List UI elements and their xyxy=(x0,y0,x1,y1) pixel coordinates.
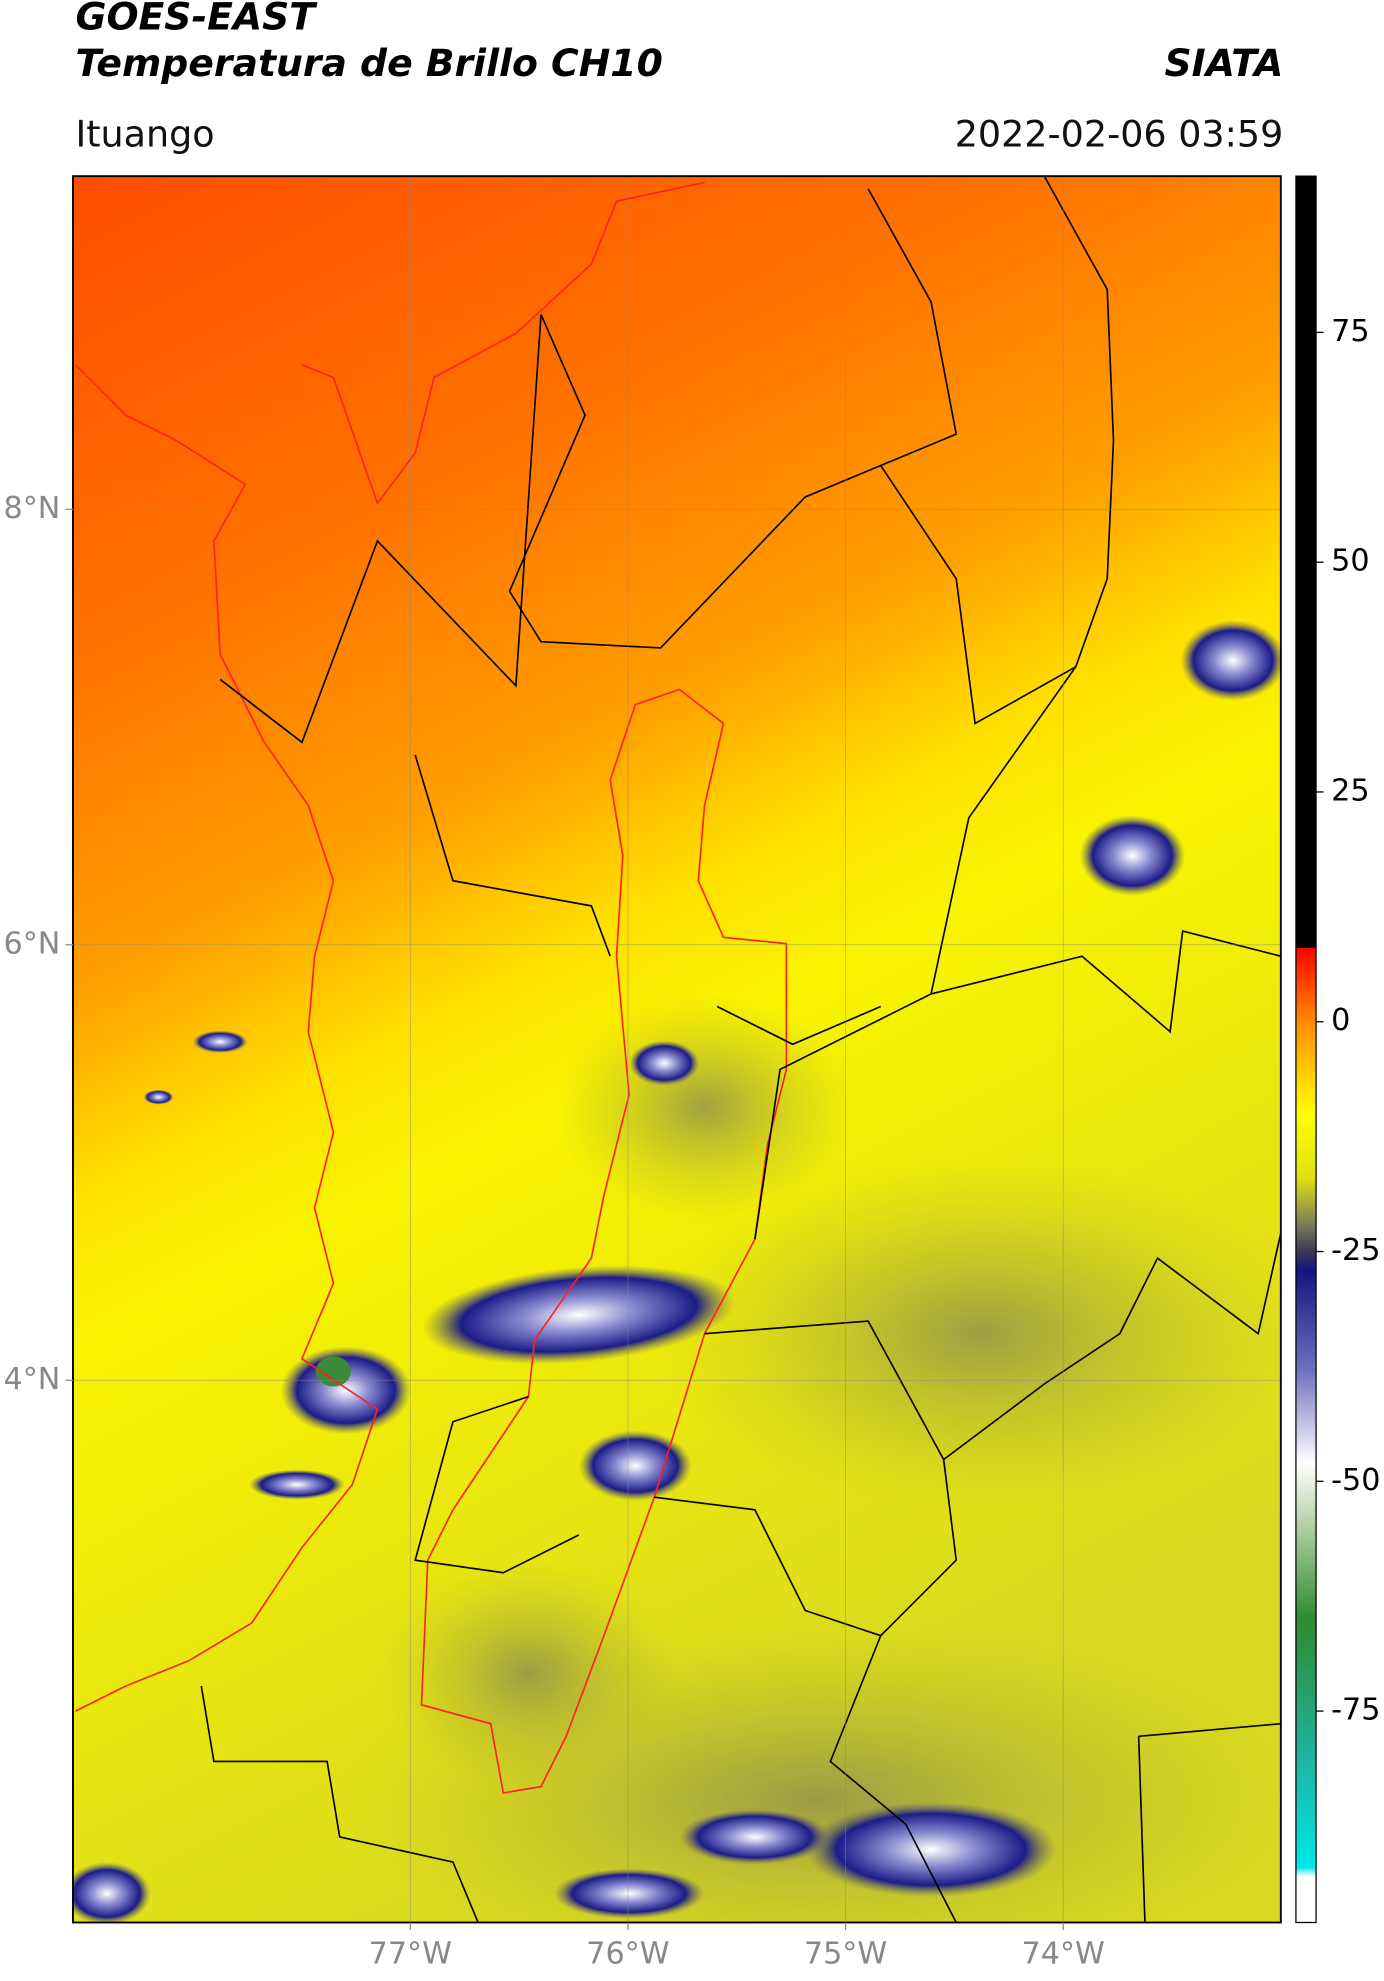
x-tick-label: 75°W xyxy=(804,1937,887,1972)
y-tick-label: 8°N xyxy=(4,491,61,526)
datetime: 2022-02-06 03:59 xyxy=(955,112,1284,155)
map-field xyxy=(72,176,1281,1923)
location: Ituango xyxy=(75,112,214,155)
colorbar-tick-label: -75 xyxy=(1331,1693,1380,1728)
grid xyxy=(72,176,1281,1923)
colorbar-tick-label: 25 xyxy=(1331,773,1369,808)
x-tick-label: 76°W xyxy=(586,1937,669,1972)
colorbar-tick-label: 75 xyxy=(1331,314,1369,349)
y-tick-label: 6°N xyxy=(4,926,61,961)
x-tick-label: 77°W xyxy=(369,1937,452,1972)
colorbar-tick-label: -25 xyxy=(1331,1233,1380,1268)
subtitle: Temperatura de Brillo CH10 xyxy=(75,41,662,85)
colorbar-tick-label: -50 xyxy=(1331,1463,1380,1498)
colorbar-tick-label: 0 xyxy=(1331,1003,1350,1038)
x-tick-label: 74°W xyxy=(1022,1937,1105,1972)
title: GOES-EAST xyxy=(75,0,318,38)
colorbar xyxy=(1295,175,1317,1924)
colorbar-tick-label: 50 xyxy=(1331,544,1369,579)
y-tick-label: 4°N xyxy=(4,1362,61,1397)
source: SIATA xyxy=(1165,41,1284,85)
map-frame xyxy=(72,175,1282,1924)
